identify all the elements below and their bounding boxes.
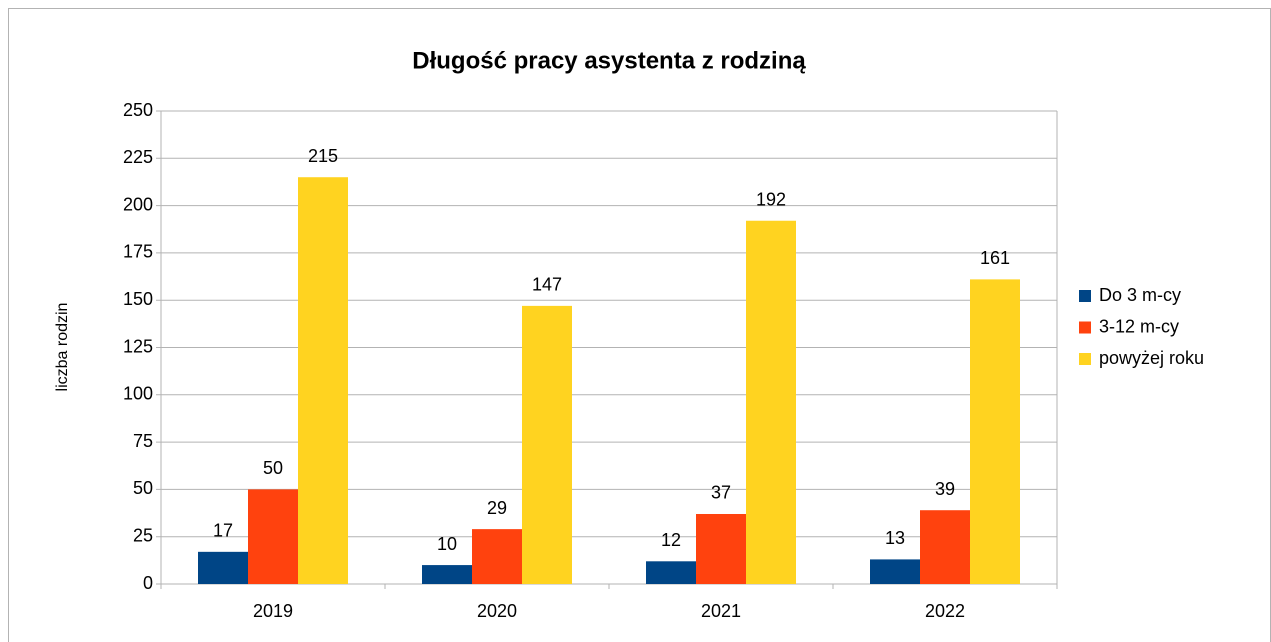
y-tick-label: 150 — [123, 289, 153, 309]
y-axis-label: liczba rodzin — [54, 303, 71, 392]
x-tick-label: 2022 — [925, 601, 965, 621]
y-tick-label: 75 — [133, 431, 153, 451]
data-label: 12 — [661, 530, 681, 550]
data-label: 50 — [263, 458, 283, 478]
y-tick-label: 200 — [123, 194, 153, 214]
y-tick-label: 0 — [143, 573, 153, 593]
legend-label: 3-12 m-cy — [1099, 316, 1179, 336]
y-tick-label: 125 — [123, 336, 153, 356]
data-label: 147 — [532, 275, 562, 295]
bar — [248, 489, 298, 584]
bar — [198, 551, 248, 584]
bar — [472, 529, 522, 584]
data-label: 192 — [756, 189, 786, 209]
bar — [870, 559, 920, 584]
x-tick-label: 2019 — [253, 601, 293, 621]
bar — [522, 305, 572, 584]
chart-title: Długość pracy asystenta z rodziną — [412, 47, 806, 74]
legend-swatch — [1079, 290, 1091, 302]
data-label: 29 — [487, 498, 507, 518]
y-tick-label: 25 — [133, 525, 153, 545]
x-tick-label: 2020 — [477, 601, 517, 621]
data-label: 161 — [980, 248, 1010, 268]
data-label: 215 — [308, 146, 338, 166]
data-label: 37 — [711, 483, 731, 503]
y-tick-label: 225 — [123, 147, 153, 167]
bar — [920, 510, 970, 584]
bar — [696, 513, 746, 584]
bar — [746, 220, 796, 584]
data-label: 17 — [213, 521, 233, 541]
bar — [422, 565, 472, 584]
bar — [298, 177, 348, 584]
legend-label: powyżej roku — [1099, 348, 1204, 368]
y-tick-label: 100 — [123, 384, 153, 404]
x-tick-label: 2021 — [701, 601, 741, 621]
legend-swatch — [1079, 321, 1091, 334]
y-tick-label: 175 — [123, 242, 153, 262]
y-tick-label: 50 — [133, 478, 153, 498]
data-label: 13 — [885, 528, 905, 548]
data-label: 10 — [437, 534, 457, 554]
legend-swatch — [1079, 353, 1091, 365]
data-label: 39 — [935, 479, 955, 499]
bar — [646, 561, 696, 584]
bar — [970, 279, 1020, 584]
legend-label: Do 3 m-cy — [1099, 285, 1181, 305]
y-tick-label: 250 — [123, 100, 153, 120]
